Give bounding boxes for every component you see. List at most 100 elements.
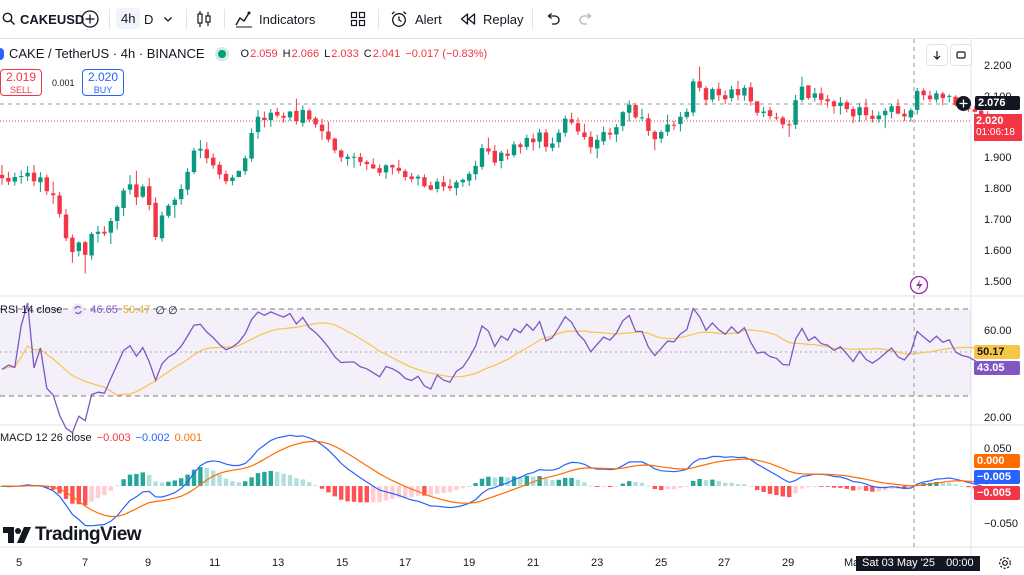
candle bbox=[883, 108, 888, 129]
add-price-alert-button[interactable] bbox=[956, 96, 971, 111]
compare-button[interactable] bbox=[80, 0, 100, 38]
time-axis-settings-button[interactable] bbox=[998, 556, 1012, 575]
macd-histogram-bar bbox=[595, 486, 600, 487]
timeframe-d[interactable]: D bbox=[144, 0, 153, 38]
rsi-legend: RSI 14 close 46.65 50.47 ∅ ∅ bbox=[0, 303, 178, 317]
indicators-button[interactable]: Indicators bbox=[235, 0, 315, 38]
symbol-search[interactable]: CAKEUSD bbox=[2, 0, 84, 38]
macd-histogram-bar bbox=[780, 486, 785, 497]
macd-histogram-bar bbox=[940, 482, 945, 486]
collapse-pane-button[interactable] bbox=[926, 44, 948, 66]
macd-histogram-bar bbox=[409, 486, 414, 497]
rsi-ma-line bbox=[1, 322, 988, 397]
macd-histogram-bar bbox=[467, 485, 472, 487]
macd-histogram-bar bbox=[454, 486, 459, 491]
settings-sync-icon[interactable] bbox=[71, 303, 85, 317]
candle bbox=[607, 127, 613, 140]
toolbar-divider bbox=[532, 9, 533, 29]
timeframe-dropdown[interactable] bbox=[162, 0, 174, 38]
lightning-icon[interactable] bbox=[909, 275, 929, 295]
candle bbox=[934, 90, 939, 103]
macd-histogram-bar bbox=[460, 486, 465, 489]
candle bbox=[543, 129, 549, 152]
macd-name: MACD bbox=[0, 432, 33, 444]
macd-histogram-bar bbox=[556, 479, 561, 486]
maximize-icon bbox=[956, 51, 966, 59]
macd-histogram-bar bbox=[447, 486, 453, 493]
macd-histogram-bar bbox=[844, 486, 849, 489]
candle bbox=[479, 144, 485, 170]
indicators-icon bbox=[235, 11, 252, 28]
macd-histogram-bar bbox=[518, 476, 523, 486]
candle bbox=[703, 85, 709, 106]
sell-button[interactable]: 2.019 SELL bbox=[0, 69, 42, 96]
macd-histogram-bar bbox=[198, 467, 203, 486]
alert-button[interactable]: Alert bbox=[390, 0, 442, 38]
templates-button[interactable] bbox=[350, 0, 366, 38]
macd-hist-value: −0.003 bbox=[96, 432, 131, 444]
redo-button[interactable] bbox=[578, 0, 594, 38]
macd-histogram-bar bbox=[249, 477, 254, 486]
macd-histogram-bar bbox=[710, 479, 715, 486]
candle bbox=[435, 178, 440, 193]
grid-icon bbox=[350, 11, 366, 27]
macd-histogram-bar bbox=[735, 484, 741, 486]
sell-label: SELL bbox=[9, 85, 33, 95]
rsi-tick: 20.00 bbox=[984, 412, 1012, 424]
toolbar-divider bbox=[109, 9, 110, 29]
candle bbox=[19, 170, 24, 184]
price-tick: 2.200 bbox=[984, 60, 1012, 72]
candle bbox=[351, 152, 357, 168]
macd-tag: −0.005 bbox=[974, 470, 1020, 484]
candle bbox=[614, 124, 619, 142]
candle bbox=[710, 87, 715, 103]
candle bbox=[511, 141, 517, 158]
macd-histogram-bar bbox=[377, 486, 382, 503]
time-tick: 13 bbox=[272, 557, 285, 569]
timeframe-4h[interactable]: 4h bbox=[116, 8, 141, 29]
macd-histogram-bar bbox=[838, 486, 843, 488]
macd-histogram-bar bbox=[211, 470, 216, 486]
candle bbox=[236, 170, 241, 178]
candle bbox=[947, 94, 952, 103]
candle bbox=[575, 117, 581, 135]
chart-canvas[interactable] bbox=[0, 39, 1024, 571]
candle bbox=[819, 87, 824, 106]
candle bbox=[396, 159, 401, 174]
replay-button[interactable]: Replay bbox=[460, 0, 523, 38]
timeframe-4h-label: 4h bbox=[121, 11, 136, 26]
macd-histogram-bar bbox=[185, 474, 190, 486]
candle bbox=[825, 94, 830, 108]
candle bbox=[806, 85, 811, 100]
macd-histogram-bar bbox=[723, 482, 728, 486]
spread-value: 0.001 bbox=[52, 78, 75, 88]
undo-button[interactable] bbox=[545, 0, 561, 38]
rsi-tick: 60.00 bbox=[984, 325, 1012, 337]
candle bbox=[268, 109, 273, 127]
tradingview-logo[interactable]: TradingView bbox=[2, 524, 142, 546]
buy-button[interactable]: 2.020 BUY bbox=[82, 69, 124, 96]
macd-histogram-bar bbox=[716, 480, 721, 486]
candle bbox=[838, 97, 843, 115]
macd-histogram-bar bbox=[755, 486, 760, 491]
chart-type-button[interactable] bbox=[196, 0, 212, 38]
candle bbox=[409, 173, 414, 183]
macd-histogram-bar bbox=[665, 486, 670, 490]
candle bbox=[147, 177, 152, 211]
time-tick: 5 bbox=[16, 557, 23, 569]
macd-histogram-bar bbox=[524, 475, 529, 486]
macd-histogram-bar bbox=[697, 478, 702, 486]
macd-histogram-bar bbox=[588, 485, 593, 487]
macd-histogram-bar bbox=[441, 486, 446, 493]
candle bbox=[57, 192, 62, 218]
macd-histogram-bar bbox=[582, 482, 587, 486]
macd-histogram-bar bbox=[812, 485, 817, 487]
macd-histogram-bar bbox=[639, 482, 645, 486]
maximize-pane-button[interactable] bbox=[950, 44, 972, 66]
candle bbox=[473, 160, 478, 181]
macd-histogram-bar bbox=[499, 476, 504, 486]
candle bbox=[697, 66, 702, 92]
candle bbox=[678, 112, 683, 132]
macd-histogram-bar bbox=[607, 486, 613, 487]
macd-histogram-bar bbox=[300, 479, 305, 486]
